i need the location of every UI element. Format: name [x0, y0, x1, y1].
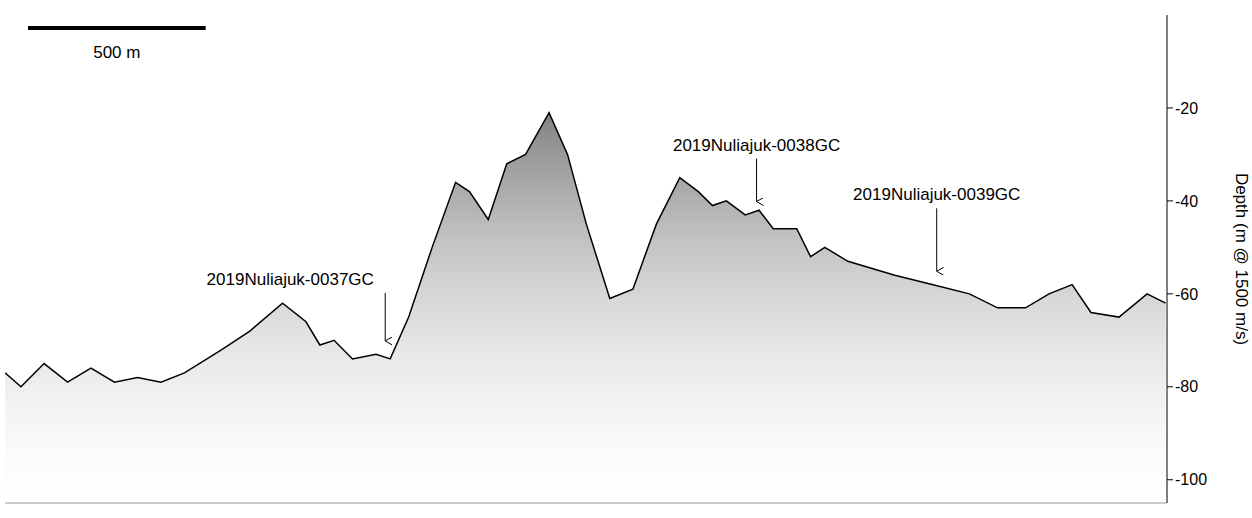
svg-text:-40: -40: [1175, 193, 1198, 210]
svg-text:-100: -100: [1175, 471, 1207, 488]
svg-text:2019Nuliajuk-0039GC: 2019Nuliajuk-0039GC: [853, 185, 1020, 204]
svg-text:2019Nuliajuk-0037GC: 2019Nuliajuk-0037GC: [207, 270, 374, 289]
svg-text:2019Nuliajuk-0038GC: 2019Nuliajuk-0038GC: [673, 136, 840, 155]
svg-text:Depth (m @ 1500 m/s): Depth (m @ 1500 m/s): [1232, 173, 1251, 345]
svg-text:-20: -20: [1175, 100, 1198, 117]
svg-text:-80: -80: [1175, 378, 1198, 395]
svg-text:-60: -60: [1175, 286, 1198, 303]
svg-text:500 m: 500 m: [93, 43, 140, 62]
